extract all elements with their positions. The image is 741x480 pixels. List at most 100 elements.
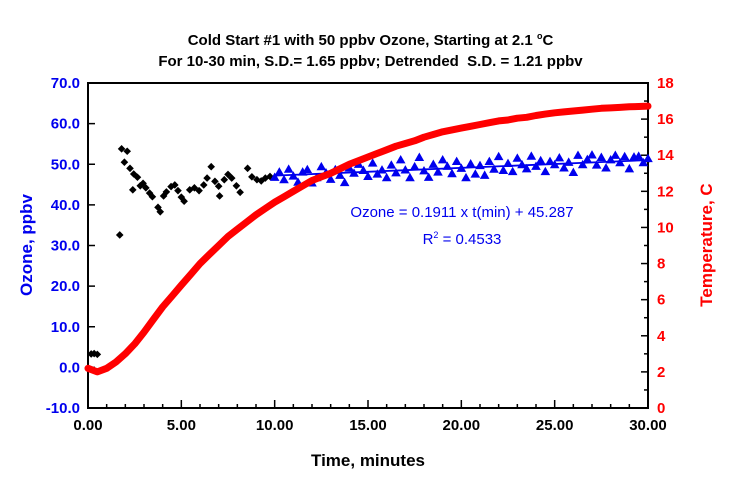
diamond-marker — [253, 175, 261, 184]
diamond-marker — [93, 350, 102, 359]
tick-label: 70.0 — [51, 75, 80, 92]
triangle-marker — [624, 163, 635, 173]
diamond-marker — [120, 158, 129, 167]
diamond-marker — [180, 197, 188, 206]
triangle-marker — [405, 172, 415, 182]
temperature-curve — [84, 102, 652, 376]
chart-title-line1-text: Cold Start #1 with 50 ppbv Ozone, Starti… — [187, 32, 537, 49]
triangle-marker — [349, 168, 359, 177]
diamond-marker — [123, 147, 131, 156]
tick-label: 14 — [657, 147, 674, 164]
triangle-marker — [507, 166, 518, 176]
tick-label: 50.0 — [51, 156, 80, 173]
triangle-marker — [545, 156, 555, 166]
diamond-marker — [215, 192, 224, 200]
triangle-marker — [395, 154, 406, 164]
degree-superscript: o — [536, 31, 543, 41]
temperature-line — [84, 102, 652, 376]
triangle-marker — [521, 163, 532, 173]
tick-label: 0.00 — [73, 417, 102, 434]
triangle-marker — [531, 161, 541, 170]
diamond-marker — [243, 164, 252, 173]
chart-title-line1-unit: C — [542, 32, 554, 49]
diamond-marker — [115, 231, 124, 239]
triangle-marker — [493, 151, 504, 161]
triangle-marker — [610, 150, 621, 159]
triangle-marker — [465, 159, 476, 168]
triangle-marker — [288, 171, 299, 180]
triangle-marker — [297, 167, 308, 176]
triangle-marker — [437, 154, 448, 164]
triangle-marker — [549, 159, 560, 169]
tick-label: 8 — [657, 256, 665, 273]
triangle-marker — [535, 155, 546, 165]
tick-label: 30.00 — [629, 417, 667, 434]
diamond-marker — [203, 174, 211, 182]
tick-label: 0 — [657, 400, 665, 417]
triangle-marker — [470, 169, 481, 178]
triangle-marker — [381, 172, 392, 182]
triangle-marker — [619, 151, 630, 161]
tick-label: -10.0 — [46, 400, 80, 417]
triangle-marker — [605, 154, 616, 164]
diamond-marker — [148, 192, 157, 201]
triangle-marker — [596, 152, 607, 161]
tick-label: 5.00 — [167, 417, 196, 434]
triangle-marker — [582, 154, 593, 163]
tick-label: 4 — [657, 328, 666, 345]
diamond-marker — [207, 162, 215, 171]
diamond-marker — [156, 207, 165, 216]
triangle-marker — [419, 165, 429, 175]
tick-label: 18 — [657, 75, 674, 92]
triangle-marker — [573, 150, 583, 159]
triangle-marker — [400, 165, 411, 174]
triangle-marker — [587, 150, 597, 159]
triangle-marker — [456, 163, 467, 172]
tick-label: 10 — [657, 219, 674, 236]
x-axis-label: Time, minutes — [311, 451, 425, 470]
tick-label: 25.00 — [536, 417, 574, 434]
triangle-marker — [475, 160, 485, 170]
r2-symbol: R — [422, 231, 434, 248]
triangle-marker — [479, 170, 490, 179]
diamond-marker — [248, 173, 256, 181]
diamond-marker — [232, 181, 241, 190]
triangle-marker — [367, 158, 378, 167]
tick-label: 30.0 — [51, 238, 80, 255]
regression-annotation: Ozone = 0.1911 x t(min) + 45.287 R2 = 0.… — [350, 201, 573, 251]
diamond-marker — [129, 186, 137, 194]
triangle-marker — [386, 160, 397, 169]
triangle-marker — [428, 159, 439, 168]
chart-title-line2: For 10-30 min, S.D.= 1.65 ppbv; Detrende… — [158, 53, 583, 70]
tick-label: 60.0 — [51, 116, 80, 133]
triangle-marker — [512, 153, 523, 162]
tick-label: 20.0 — [51, 278, 80, 295]
triangle-marker — [526, 151, 537, 160]
ozone-cold-start-0-10min — [87, 145, 274, 359]
tick-label: 40.0 — [51, 197, 80, 214]
triangle-marker — [279, 174, 289, 184]
triangle-marker — [498, 165, 509, 174]
triangle-marker — [316, 161, 327, 171]
triangle-marker — [433, 167, 443, 176]
tick-label: 20.00 — [443, 417, 481, 434]
diamond-marker — [171, 181, 179, 189]
triangle-marker — [643, 153, 653, 163]
triangle-marker — [633, 151, 644, 160]
tick-label: 2 — [657, 364, 665, 381]
diamond-marker — [236, 188, 244, 197]
triangle-marker — [577, 159, 588, 169]
triangle-marker — [540, 166, 551, 176]
triangle-marker — [283, 164, 294, 173]
triangle-marker — [409, 161, 420, 171]
triangle-marker — [358, 165, 369, 174]
tick-label: 0.0 — [59, 359, 80, 376]
ozone-steady-10-30min — [269, 150, 653, 187]
tick-label: 10.00 — [256, 417, 294, 434]
triangle-marker — [391, 167, 401, 177]
diamond-marker — [117, 145, 126, 153]
triangle-marker — [489, 164, 499, 173]
tick-label: 16 — [657, 111, 674, 128]
